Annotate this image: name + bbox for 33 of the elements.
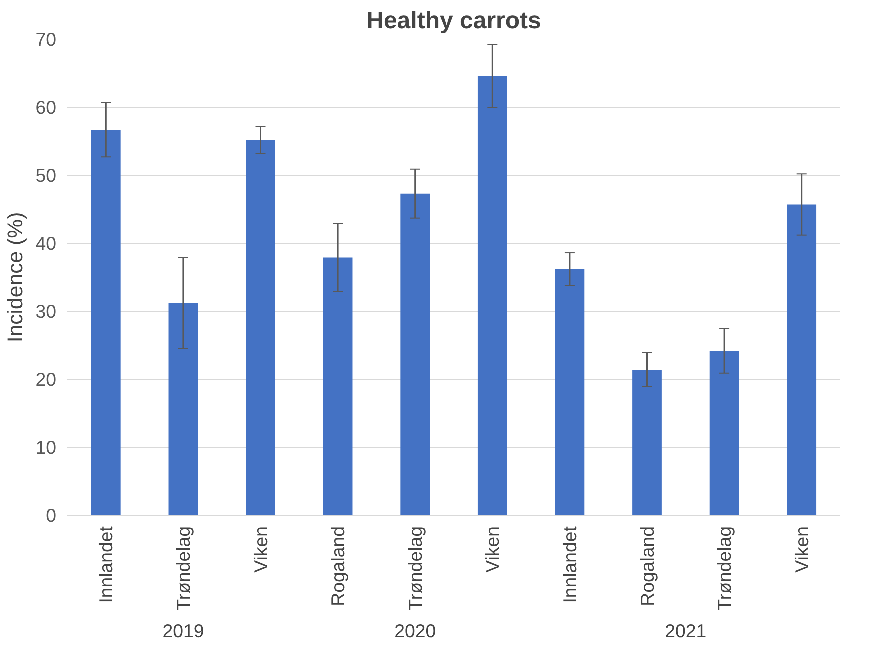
x-tick-label: Trøndelag xyxy=(404,526,426,611)
x-tick-label: Viken xyxy=(791,526,812,573)
bar xyxy=(632,370,662,516)
y-tick-label: 40 xyxy=(36,233,57,254)
y-tick-label: 10 xyxy=(36,437,57,458)
x-tick-label: Rogaland xyxy=(328,526,349,606)
text: 2019 xyxy=(162,620,204,642)
text: 2021 xyxy=(665,620,707,642)
y-tick-label: 50 xyxy=(36,165,57,186)
x-tick-label: Innlandet xyxy=(559,526,580,604)
bar xyxy=(168,303,198,516)
chart-title: Healthy carrots xyxy=(366,8,542,34)
text: 2020 xyxy=(394,620,436,642)
y-tick-label: 60 xyxy=(36,97,57,118)
bar xyxy=(91,130,121,516)
y-tick-label: 30 xyxy=(36,301,57,322)
x-tick-label: Viken xyxy=(482,526,504,573)
bar xyxy=(555,269,585,516)
bar xyxy=(787,204,817,516)
x-tick-label: Trøndelag xyxy=(714,526,736,611)
x-tick-label: Trøndelag xyxy=(172,526,194,611)
bar xyxy=(710,350,740,516)
bar xyxy=(478,76,508,516)
bar xyxy=(323,258,353,516)
bar xyxy=(246,140,276,516)
x-tick-label: Rogaland xyxy=(636,526,658,606)
x-tick-label: Viken xyxy=(250,526,272,573)
x-tick-label: Innlandet xyxy=(96,526,117,604)
bar xyxy=(400,194,430,516)
y-tick-label: 0 xyxy=(46,505,57,526)
y-tick-label: 70 xyxy=(36,29,57,50)
y-axis-title: Incidence (%) xyxy=(4,212,28,343)
y-tick-label: 20 xyxy=(36,369,57,390)
